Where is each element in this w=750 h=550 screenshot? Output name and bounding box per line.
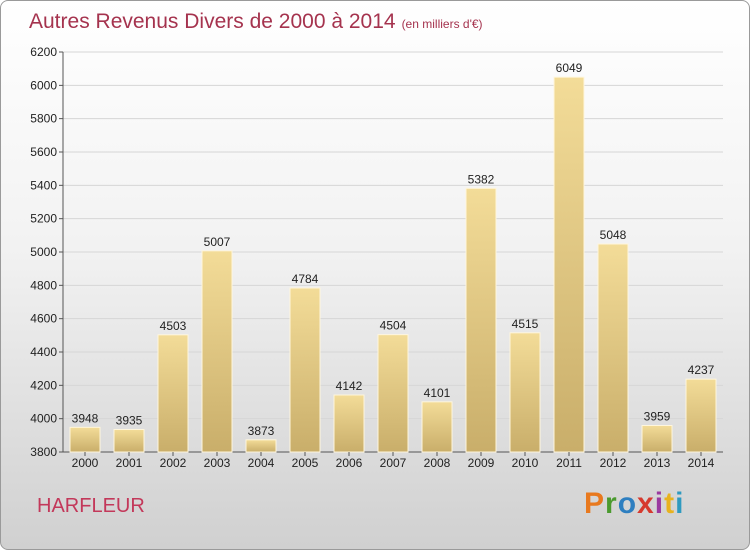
y-tick-labels: 3800 4000 4200 4400 4600 4800 5000 5200 5400 5600… <box>30 45 57 459</box>
bar <box>69 426 101 453</box>
value-label: 5382 <box>468 172 495 186</box>
value-labels: 3948 3935 4503 5007 3873 4784 4142 4504 4101 5382… <box>72 61 715 438</box>
bar <box>157 334 189 453</box>
x-tick-label: 2006 <box>336 456 363 470</box>
y-tick-label: 5800 <box>30 112 57 126</box>
y-tick-label: 6000 <box>30 78 57 92</box>
city-name: HARFLEUR <box>37 495 145 517</box>
logo-letter: x <box>637 487 655 520</box>
y-tick-label: 4200 <box>30 378 57 392</box>
value-label: 4504 <box>380 319 407 333</box>
bar <box>465 187 497 453</box>
bar <box>421 401 453 453</box>
value-label: 5048 <box>600 228 627 242</box>
logo-letter: P <box>584 487 606 520</box>
x-tick-label: 2000 <box>72 456 99 470</box>
logo-letter: t <box>664 487 676 520</box>
chart-title-text: Autres Revenus Divers de 2000 à 2014 <box>29 10 396 33</box>
bar <box>333 394 365 453</box>
x-tick-label: 2014 <box>688 456 715 470</box>
bar <box>553 76 585 453</box>
chart-subtitle: (en milliers d'€) <box>401 17 483 31</box>
y-tick-label: 4800 <box>30 278 57 292</box>
x-tick-label: 2009 <box>468 456 495 470</box>
x-tick-label: 2012 <box>600 456 627 470</box>
y-tick-label: 4400 <box>30 345 57 359</box>
value-label: 4503 <box>160 319 187 333</box>
value-label: 5007 <box>204 235 231 249</box>
y-tick-label: 4600 <box>30 312 57 326</box>
x-tick-label: 2005 <box>292 456 319 470</box>
x-tick-label: 2007 <box>380 456 407 470</box>
bar <box>245 439 277 453</box>
x-tick-label: 2003 <box>204 456 231 470</box>
y-tick-label: 3800 <box>30 445 57 459</box>
y-tick-label: 5600 <box>30 145 57 159</box>
y-tick-label: 5400 <box>30 178 57 192</box>
bar <box>641 425 673 453</box>
proxiti-logo[interactable]: Proxiti <box>584 487 684 521</box>
value-label: 4515 <box>512 317 539 331</box>
y-tick-label: 5200 <box>30 212 57 226</box>
value-label: 4101 <box>424 386 451 400</box>
logo-letter: i <box>675 487 685 520</box>
logo-letter: o <box>617 487 638 520</box>
x-tick-label: 2013 <box>644 456 671 470</box>
logo-letter: i <box>654 487 665 520</box>
chart-title: Autres Revenus Divers de 2000 à 2014 (en … <box>29 10 483 34</box>
bar <box>509 332 541 453</box>
value-label: 6049 <box>556 61 583 75</box>
bar <box>685 378 717 453</box>
value-label: 4237 <box>688 363 715 377</box>
value-label: 3873 <box>248 424 275 438</box>
value-label: 4142 <box>336 379 363 393</box>
value-label: 4784 <box>292 272 319 286</box>
y-tick-label: 4000 <box>30 412 57 426</box>
x-tick-label: 2002 <box>160 456 187 470</box>
bars <box>69 76 717 453</box>
value-label: 3948 <box>72 411 99 425</box>
x-tick-label: 2001 <box>116 456 143 470</box>
x-tick-label: 2011 <box>556 456 582 470</box>
value-label: 3935 <box>116 414 143 428</box>
y-tick-label: 5000 <box>30 245 57 259</box>
bar <box>289 287 321 453</box>
bar <box>201 250 233 453</box>
x-tick-label: 2004 <box>248 456 275 470</box>
bar <box>377 334 409 453</box>
value-label: 3959 <box>644 410 671 424</box>
bar <box>597 243 629 453</box>
x-tick-label: 2008 <box>424 456 451 470</box>
bar <box>113 429 145 453</box>
logo-letter: r <box>605 487 618 520</box>
y-tick-label: 6200 <box>30 45 57 59</box>
x-tick-label: 2010 <box>512 456 539 470</box>
x-tick-labels: 2000 2001 2002 2003 2004 2005 2006 2007 2008 2009… <box>72 452 715 470</box>
